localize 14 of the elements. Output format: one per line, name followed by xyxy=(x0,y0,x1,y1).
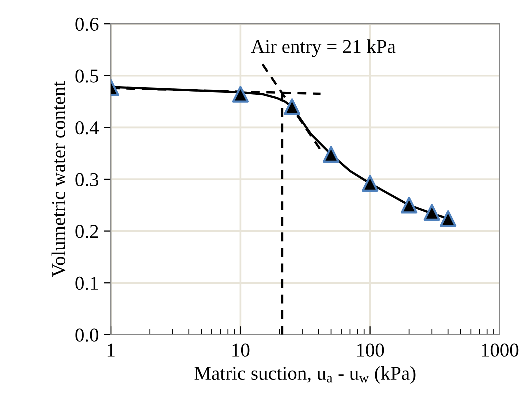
x-axis-title: Matric suction, u$_{a}$ - u$_{w}$ (kPa) xyxy=(194,366,416,384)
x-tick-label: 10 xyxy=(232,344,250,357)
y-tick-label: 0.6 xyxy=(76,18,99,32)
y-tick-label: 0.0 xyxy=(76,328,99,342)
x-tick-label: 1000 xyxy=(482,344,519,357)
y-tick-label: 0.3 xyxy=(76,173,99,187)
y-tick-label: 0.2 xyxy=(76,225,98,238)
y-tick-label: 0.1 xyxy=(76,276,98,290)
annotation: Air entry = 21 kPa xyxy=(251,40,396,58)
x-tick-label: 100 xyxy=(357,344,384,357)
x-tick-label: 1 xyxy=(108,344,115,357)
y-axis-title: Volumetric water content xyxy=(52,82,66,278)
y-tick-label: 0.4 xyxy=(76,121,99,135)
y-tick-label: 0.5 xyxy=(76,70,99,83)
